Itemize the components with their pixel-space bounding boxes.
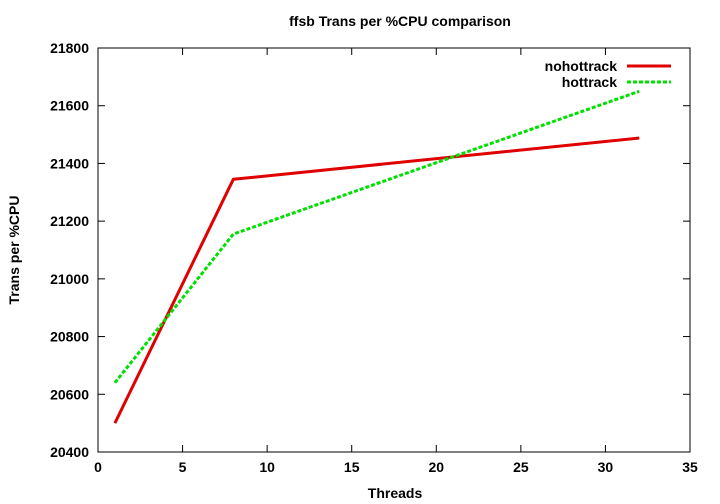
axis-ticks: 0 5 10 15 20 25 30 35 20400 20600 20800 21000 21200 2… (50, 40, 698, 475)
y-tick-label: 21600 (50, 98, 89, 114)
series-line-0 (113, 136, 640, 424)
y-tick-label: 20800 (50, 329, 89, 345)
x-tick-label: 20 (428, 459, 444, 475)
x-axis-label: Threads (368, 485, 423, 501)
y-tick-label: 21000 (50, 271, 89, 287)
plot-frame (97, 47, 691, 453)
series-line-1 (113, 89, 640, 384)
y-axis-label: Trans per %CPU (6, 196, 22, 305)
x-tick-label: 15 (344, 459, 360, 475)
x-tick-label: 0 (94, 459, 102, 475)
x-tick-label: 30 (598, 459, 614, 475)
x-tick-label: 25 (513, 459, 529, 475)
legend-label-1: hottrack (562, 74, 617, 90)
legend-label-0: nohottrack (545, 58, 618, 74)
series-lines (113, 89, 640, 424)
x-tick-label: 5 (179, 459, 187, 475)
y-tick-label: 20600 (50, 386, 89, 402)
x-tick-label: 35 (682, 459, 698, 475)
y-tick-label: 21800 (50, 40, 89, 56)
y-tick-label: 21400 (50, 155, 89, 171)
y-tick-label: 20400 (50, 444, 89, 460)
x-tick-label: 10 (259, 459, 275, 475)
chart-title: ffsb Trans per %CPU comparison (289, 13, 511, 29)
y-tick-label: 21200 (50, 213, 89, 229)
